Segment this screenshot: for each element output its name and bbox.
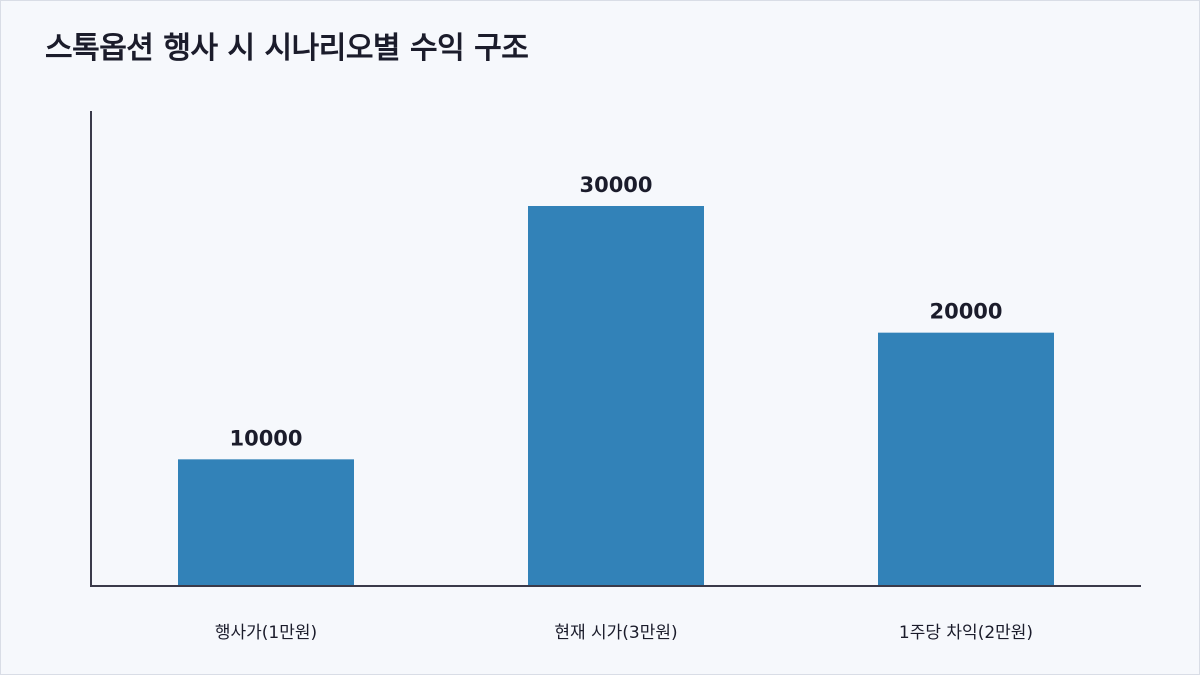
- x-tick-label-3: 1주당 차익(2만원): [899, 623, 1033, 643]
- x-tick-label-2: 현재 시가(3만원): [554, 623, 677, 643]
- bar-value-label-1: 10000: [229, 426, 302, 450]
- bar-1: [178, 459, 354, 586]
- bar-value-label-3: 20000: [929, 300, 1002, 324]
- bar-value-labels: 10000 30000 20000: [229, 173, 1002, 450]
- bars-group: [178, 206, 1054, 586]
- chart-title: 스톡옵션 행사 시 시나리오별 수익 구조: [45, 31, 529, 66]
- bar-3: [878, 332, 1054, 586]
- bar-2: [528, 206, 704, 586]
- bar-value-label-2: 30000: [579, 173, 652, 197]
- x-axis-tick-labels: 행사가(1만원) 현재 시가(3만원) 1주당 차익(2만원): [215, 623, 1033, 643]
- x-tick-label-1: 행사가(1만원): [215, 623, 317, 643]
